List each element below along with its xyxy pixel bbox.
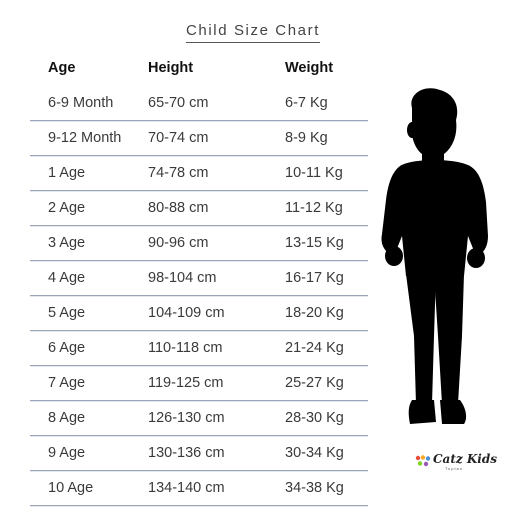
age-cell: 6 Age [48, 340, 86, 356]
height-cell: 134-140 cm [148, 480, 225, 496]
age-cell: 9-12 Month [48, 130, 122, 146]
height-cell: 70-74 cm [148, 130, 209, 146]
age-cell: 7 Age [48, 375, 86, 391]
age-cell: 5 Age [48, 305, 86, 321]
weight-cell: 28-30 Kg [285, 410, 344, 426]
weight-cell: 8-9 Kg [285, 130, 328, 146]
age-cell: 10 Age [48, 480, 94, 496]
table-row: 6-9 Month 65-70 cm 6-7 Kg [30, 86, 368, 121]
header-height: Height [148, 60, 194, 76]
age-cell: 3 Age [48, 235, 86, 251]
table-row: 5 Age 104-109 cm 18-20 Kg [30, 296, 368, 331]
header-age: Age [48, 60, 76, 76]
table-row: 9-12 Month 70-74 cm 8-9 Kg [30, 121, 368, 156]
weight-cell: 21-24 Kg [285, 340, 344, 356]
logo-text: Catz Kids [433, 452, 497, 466]
height-cell: 110-118 cm [148, 340, 223, 356]
height-cell: 90-96 cm [148, 235, 209, 251]
height-cell: 80-88 cm [148, 200, 209, 216]
table-row: 1 Age 74-78 cm 10-11 Kg [30, 156, 368, 191]
table-row: 10 Age 134-140 cm 34-38 Kg [30, 471, 368, 506]
age-cell: 9 Age [48, 445, 86, 461]
weight-cell: 34-38 Kg [285, 480, 344, 496]
weight-cell: 16-17 Kg [285, 270, 344, 286]
weight-cell: 10-11 Kg [285, 165, 343, 181]
table-row: 8 Age 126-130 cm 28-30 Kg [30, 401, 368, 436]
height-cell: 119-125 cm [148, 375, 224, 391]
age-cell: 1 Age [48, 165, 86, 181]
height-cell: 104-109 cm [148, 305, 225, 321]
weight-cell: 25-27 Kg [285, 375, 344, 391]
age-cell: 4 Age [48, 270, 86, 286]
height-cell: 74-78 cm [148, 165, 209, 181]
weight-cell: 11-12 Kg [285, 200, 343, 216]
height-cell: 98-104 cm [148, 270, 217, 286]
table-row: 2 Age 80-88 cm 11-12 Kg [30, 191, 368, 226]
chart-title: Child Size Chart [186, 22, 320, 43]
header-weight: Weight [285, 60, 334, 76]
weight-cell: 6-7 Kg [285, 95, 328, 111]
table-row: 9 Age 130-136 cm 30-34 Kg [30, 436, 368, 471]
size-table: Age Height Weight 6-9 Month 65-70 cm 6-7… [30, 50, 368, 506]
age-cell: 6-9 Month [48, 95, 114, 111]
age-cell: 2 Age [48, 200, 86, 216]
brand-logo: Catz Kids Toptan [415, 452, 497, 474]
logo-subtext: Toptan [445, 466, 464, 471]
child-silhouette-icon [381, 88, 488, 424]
weight-cell: 13-15 Kg [285, 235, 344, 251]
table-row: 7 Age 119-125 cm 25-27 Kg [30, 366, 368, 401]
table-row: 4 Age 98-104 cm 16-17 Kg [30, 261, 368, 296]
height-cell: 65-70 cm [148, 95, 209, 111]
table-row: 3 Age 90-96 cm 13-15 Kg [30, 226, 368, 261]
weight-cell: 30-34 Kg [285, 445, 344, 461]
table-row: 6 Age 110-118 cm 21-24 Kg [30, 331, 368, 366]
logo-dots-icon [415, 455, 431, 467]
age-cell: 8 Age [48, 410, 86, 426]
height-cell: 126-130 cm [148, 410, 225, 426]
weight-cell: 18-20 Kg [285, 305, 344, 321]
table-header-row: Age Height Weight [30, 50, 368, 86]
height-cell: 130-136 cm [148, 445, 225, 461]
